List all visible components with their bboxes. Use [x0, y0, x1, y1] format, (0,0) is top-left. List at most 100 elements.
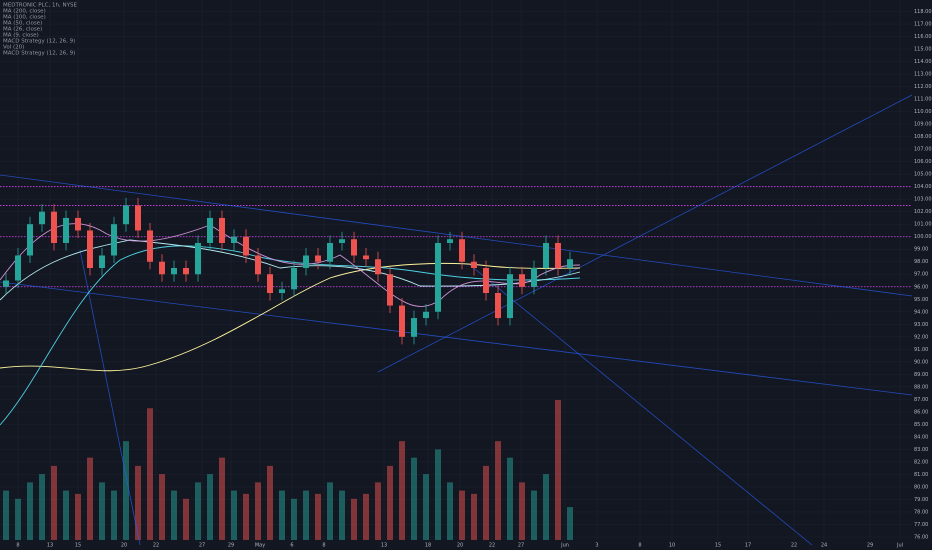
volume-bar	[267, 465, 273, 540]
candle-body	[507, 274, 513, 319]
volume-bar	[75, 493, 81, 540]
y-tick-label: 95.00	[914, 297, 928, 303]
volume-bar	[123, 441, 129, 540]
x-tick-label: 8	[16, 543, 19, 549]
candle-body	[543, 242, 549, 268]
volume-bar	[291, 498, 297, 540]
candle-body	[111, 224, 117, 256]
y-tick-label: 113.00	[914, 72, 932, 78]
y-tick-label: 104.00	[914, 184, 932, 190]
x-tick-label: 22	[489, 543, 495, 549]
y-tick-label: 88.00	[914, 384, 928, 390]
volume-bar	[327, 482, 333, 540]
volume-bar	[303, 490, 309, 540]
y-tick-label: 99.00	[914, 247, 928, 253]
y-tick-label: 106.00	[914, 159, 932, 165]
candle-body	[267, 274, 273, 294]
candle-body	[39, 211, 45, 225]
y-axis: 76.00 77.00 78.00 79.00 80.00 81.00 82.00 83.00…	[914, 9, 932, 540]
candle-body	[219, 217, 225, 243]
x-tick-label: 20	[457, 543, 463, 549]
candle-body	[363, 255, 369, 260]
candle-body	[303, 255, 309, 268]
volume-bar	[495, 441, 501, 540]
volume-bar	[471, 493, 477, 540]
candle-body	[327, 242, 333, 262]
x-tick-label: 22	[153, 543, 159, 549]
legend-entry: MA (50, close)	[3, 21, 42, 27]
price-axis	[912, 0, 932, 550]
volume-bar	[459, 490, 465, 540]
volume-bar	[63, 490, 69, 540]
candle-body	[471, 261, 477, 268]
candle-body	[459, 239, 465, 262]
candle-body	[339, 239, 345, 243]
y-tick-label: 86.00	[914, 409, 928, 415]
y-tick-label: 112.00	[914, 84, 932, 90]
y-tick-label: 79.00	[914, 497, 928, 503]
trend-line	[469, 264, 813, 546]
candle-body	[519, 274, 525, 287]
trend-line	[0, 174, 913, 297]
x-tick-label: May	[255, 543, 265, 549]
volume-bar	[51, 465, 57, 540]
candle-body	[63, 217, 69, 243]
volume-bar	[243, 493, 249, 540]
volume-bar	[147, 408, 153, 540]
y-tick-label: 83.00	[914, 447, 928, 453]
candle-body	[531, 267, 537, 287]
drawings	[0, 94, 913, 546]
x-tick-label: 15	[75, 543, 81, 549]
volume-bar	[171, 490, 177, 540]
candle-body	[171, 267, 177, 275]
volume-bar	[351, 498, 357, 540]
y-tick-label: 98.00	[914, 259, 928, 265]
y-tick-label: 96.00	[914, 284, 928, 290]
x-tick-label: 27	[518, 543, 524, 549]
trend-line	[0, 281, 913, 396]
volume-bar	[435, 449, 441, 540]
candle-body	[483, 267, 489, 294]
x-tick-label: 17	[745, 543, 751, 549]
legend-entry: MEDTRONIC PLC, 1h, NYSE	[3, 3, 77, 9]
x-tick-label: 27	[199, 543, 205, 549]
volume-bar	[3, 490, 9, 540]
candle-body	[159, 261, 165, 275]
trend-line	[377, 94, 913, 373]
y-tick-label: 101.00	[914, 222, 932, 228]
volume-bar	[531, 490, 537, 540]
candle-body	[3, 280, 9, 287]
candle-body	[27, 224, 33, 256]
x-tick-label: 29	[867, 543, 873, 549]
volume	[3, 400, 573, 540]
volume-bar	[555, 400, 561, 540]
volume-bar	[411, 457, 417, 540]
legend-entry: MA (9, close)	[3, 33, 39, 39]
y-tick-label: 78.00	[914, 509, 928, 515]
volume-bar	[507, 457, 513, 540]
x-tick-label: Jun	[560, 543, 569, 549]
x-tick-label: 6	[290, 543, 293, 549]
candle-body	[123, 205, 129, 225]
moving-averages	[0, 223, 581, 426]
volume-bar	[387, 465, 393, 540]
volume-bar	[519, 482, 525, 540]
x-tick-label: 18	[425, 543, 431, 549]
ma-100	[0, 245, 581, 426]
volume-bar	[195, 482, 201, 540]
y-tick-label: 110.00	[914, 109, 932, 115]
y-tick-label: 102.00	[914, 209, 932, 215]
candle-body	[147, 230, 153, 262]
candle-body	[387, 274, 393, 306]
candle-body	[423, 311, 429, 319]
candle-body	[279, 289, 285, 294]
volume-bar	[375, 482, 381, 540]
x-tick-label: 8	[322, 543, 325, 549]
y-tick-label: 92.00	[914, 334, 928, 340]
candle-body	[399, 305, 405, 337]
candle-body	[243, 236, 249, 256]
y-tick-label: 76.00	[914, 534, 928, 540]
volume-bar	[219, 457, 225, 540]
